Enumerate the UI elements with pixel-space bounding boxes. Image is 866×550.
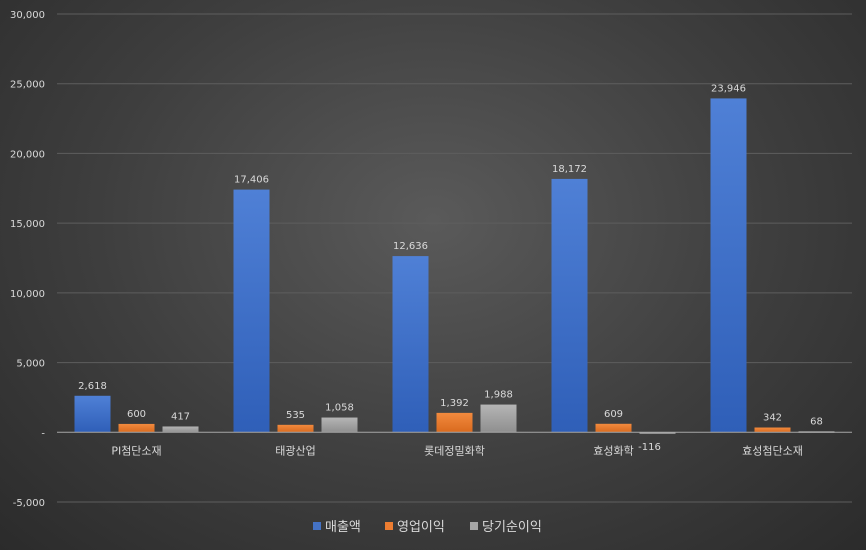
- y-tick-label: 5,000: [16, 359, 45, 370]
- y-tick-label: 30,000: [10, 10, 45, 21]
- data-label: 1,988: [484, 390, 513, 401]
- data-label: 68: [810, 416, 823, 427]
- bars: [74, 98, 835, 434]
- bar-매출액: [74, 395, 111, 433]
- y-axis-tick-labels: -5,000-5,00010,00015,00020,00025,00030,0…: [10, 10, 45, 509]
- data-label: 17,406: [234, 175, 269, 186]
- data-label: 600: [127, 409, 146, 420]
- data-labels: 2,618 600 417 17,406 535 1,058 12,636 1,392 1,98…: [78, 83, 823, 452]
- legend: 매출액 영업이익 당기순이익: [313, 520, 542, 535]
- bar-매출액: [710, 98, 747, 433]
- y-tick-label: 15,000: [10, 219, 45, 230]
- legend-swatch-당기순이익: [470, 522, 478, 530]
- data-label: 417: [171, 411, 190, 422]
- bar-매출액: [233, 189, 270, 433]
- data-label: 609: [604, 409, 623, 420]
- data-label: 342: [763, 413, 782, 424]
- category-label: 롯데정밀화학: [424, 444, 485, 457]
- y-tick-label: -: [41, 428, 45, 439]
- y-tick-label: -5,000: [13, 498, 45, 509]
- data-label: 23,946: [711, 83, 746, 94]
- bar-영업이익: [754, 427, 791, 433]
- category-labels: PI첨단소재 태광산업 롯데정밀화학 효성화학 효성첨단소재: [111, 444, 803, 457]
- category-label: 효성첨단소재: [742, 444, 803, 457]
- y-tick-label: 10,000: [10, 289, 45, 300]
- bar-당기순이익: [639, 432, 676, 434]
- legend-label: 당기순이익: [482, 520, 542, 535]
- data-label: -116: [638, 442, 661, 453]
- data-label: 1,392: [440, 398, 469, 409]
- category-label: 태광산업: [275, 444, 315, 457]
- data-label: 2,618: [78, 381, 107, 392]
- y-tick-label: 25,000: [10, 80, 45, 91]
- legend-label: 매출액: [325, 520, 361, 535]
- legend-swatch-영업이익: [385, 522, 393, 530]
- legend-swatch-매출액: [313, 522, 321, 530]
- bar-당기순이익: [162, 426, 199, 433]
- data-label: 535: [286, 410, 305, 421]
- bar-당기순이익: [321, 417, 358, 433]
- bar-매출액: [551, 178, 588, 433]
- bar-영업이익: [118, 423, 155, 433]
- bar-영업이익: [436, 412, 473, 433]
- data-label: 12,636: [393, 241, 428, 252]
- category-label: 효성화학: [593, 444, 633, 457]
- bar-영업이익: [277, 424, 314, 433]
- bar-당기순이익: [480, 404, 517, 433]
- legend-label: 영업이익: [397, 520, 445, 535]
- category-label: PI첨단소재: [111, 444, 161, 457]
- data-label: 18,172: [552, 164, 587, 175]
- bar-영업이익: [595, 423, 632, 433]
- gridlines: [57, 13, 852, 503]
- y-tick-label: 20,000: [10, 149, 45, 160]
- bar-매출액: [392, 256, 429, 433]
- data-label: 1,058: [325, 403, 354, 414]
